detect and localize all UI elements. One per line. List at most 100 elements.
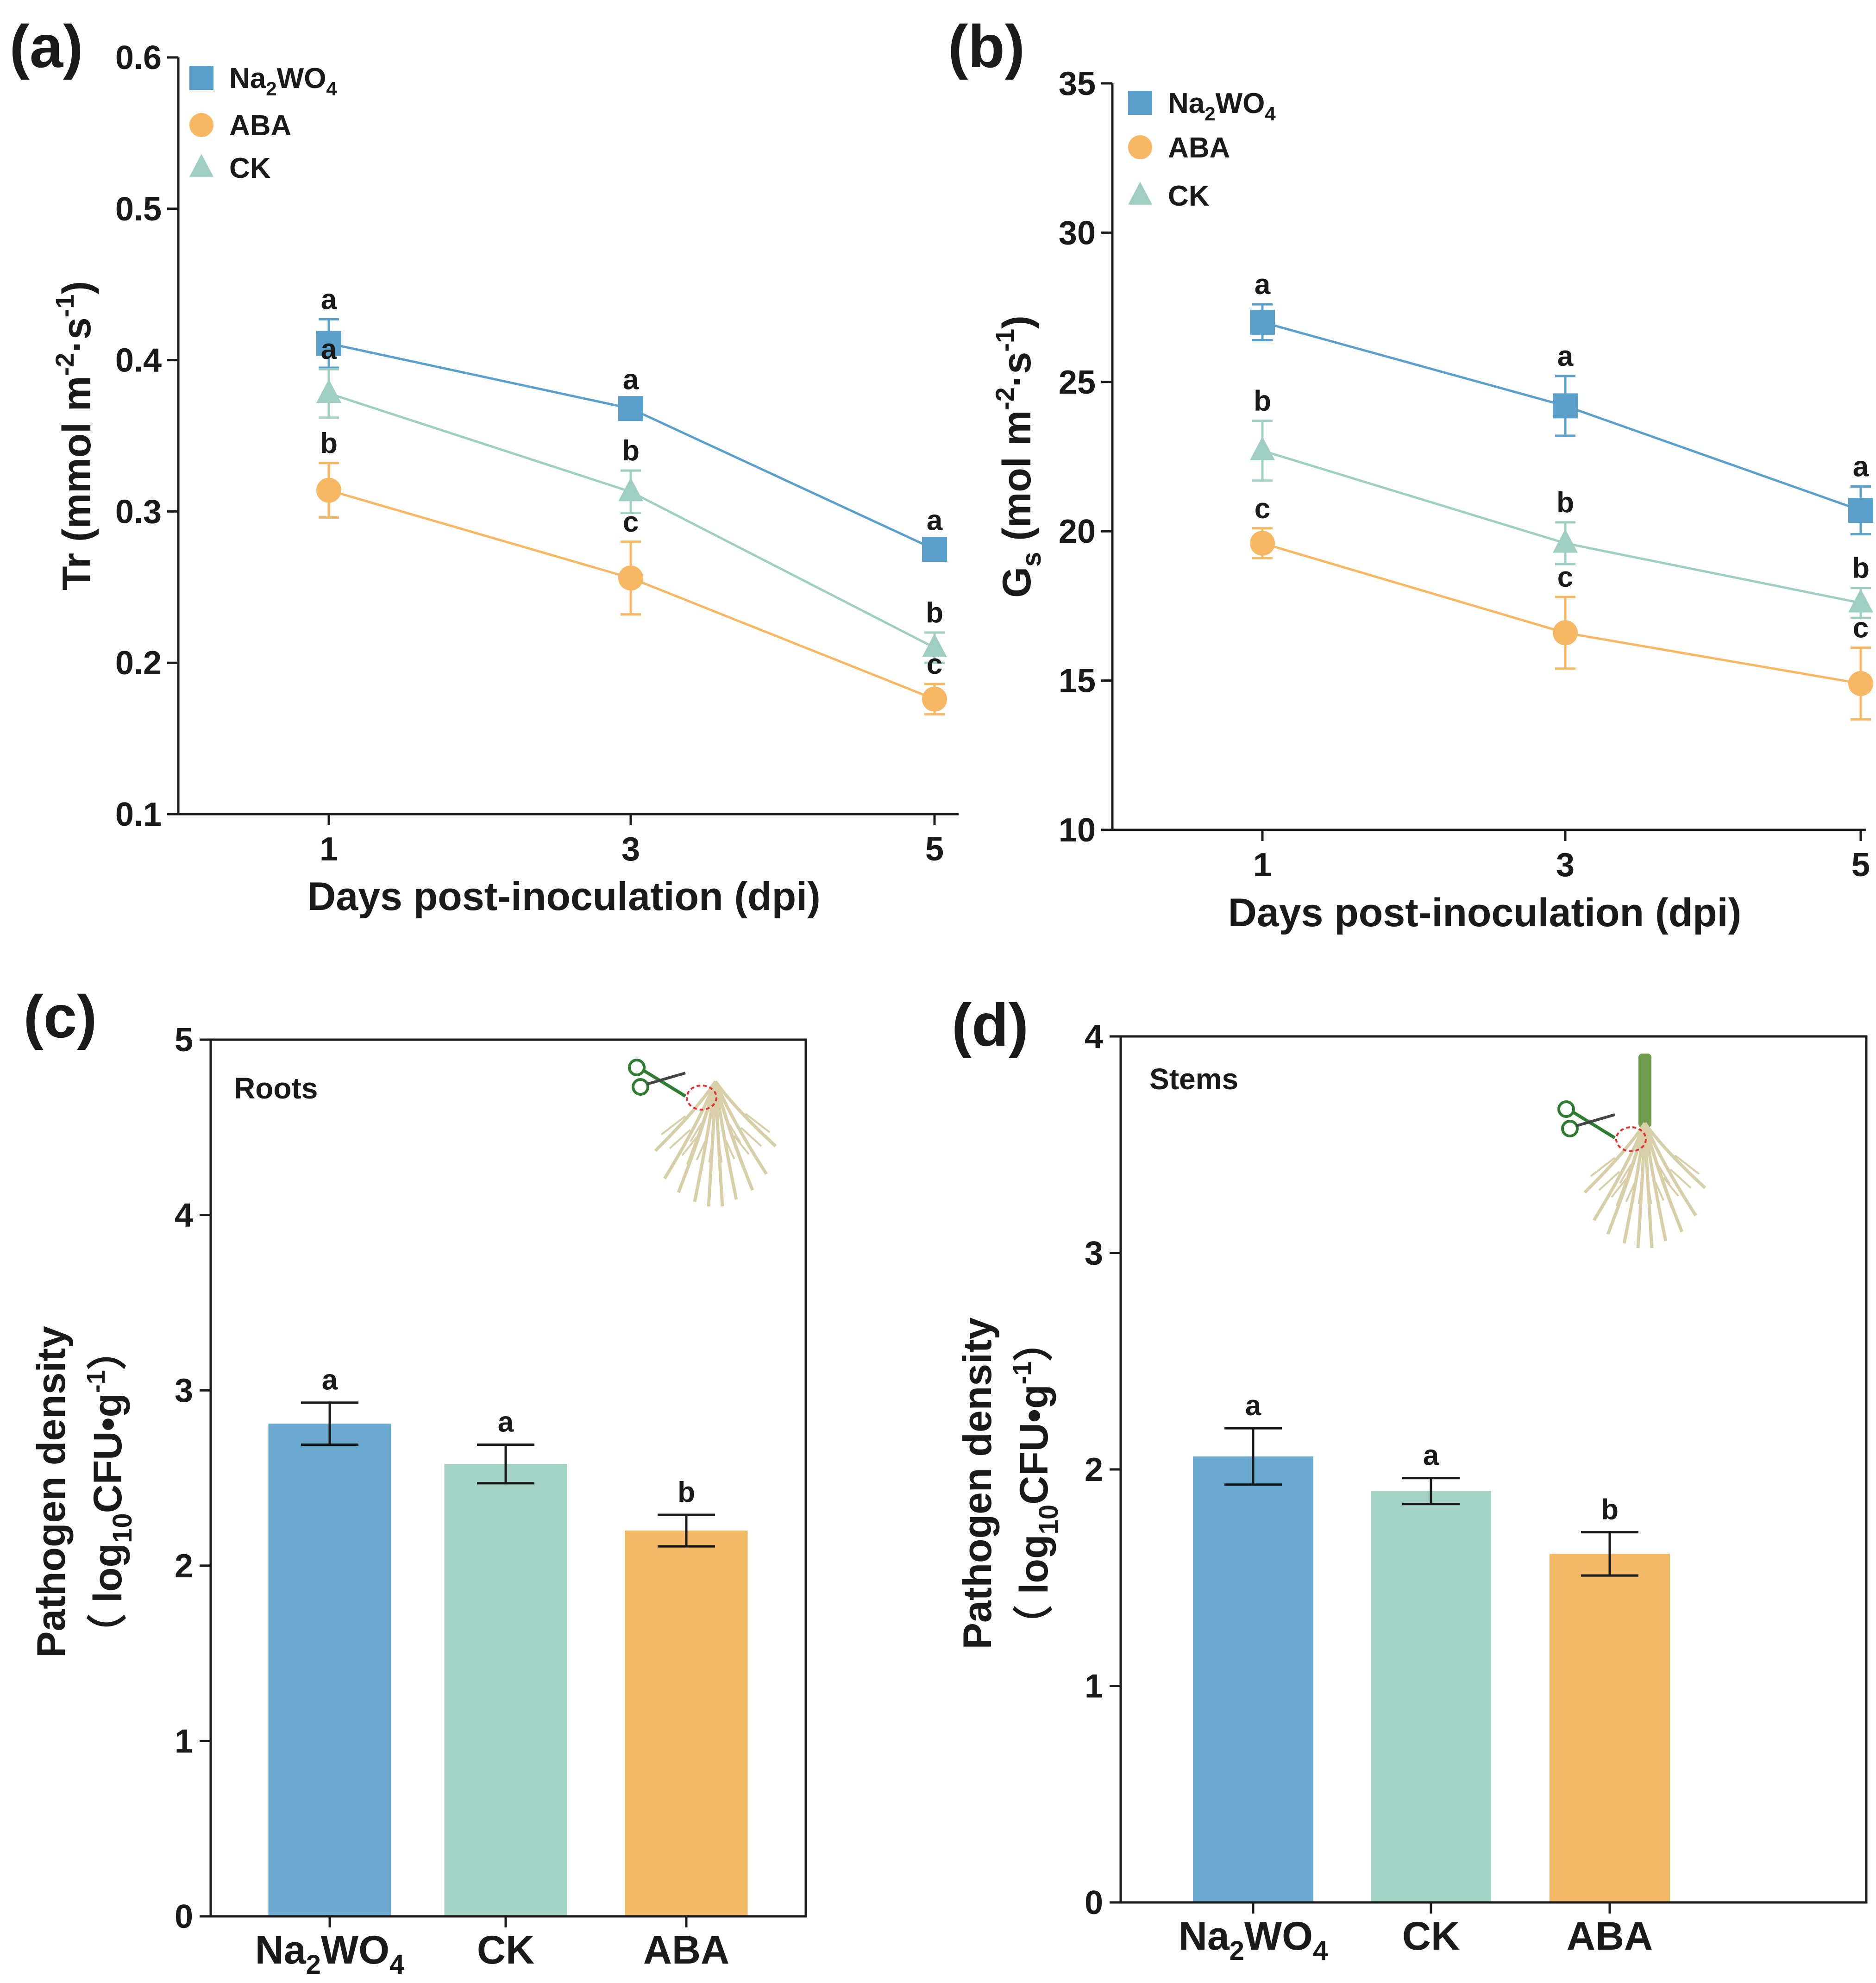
legend-label: CK	[229, 152, 271, 184]
cut-site-circle	[686, 1085, 717, 1111]
data-point	[922, 537, 947, 562]
bar	[1371, 1491, 1491, 1902]
y-axis-title-line2-c: （ log10CFU•g-1）	[81, 1330, 138, 1654]
significance-letter: b	[622, 435, 640, 467]
y-tick-label-b: 30	[1059, 214, 1096, 251]
y-tick-label-b: 25	[1059, 364, 1096, 401]
y-tick-label-d: 4	[1085, 1018, 1103, 1055]
significance-letter: b	[1852, 552, 1870, 584]
root-strand	[1643, 1123, 1675, 1210]
root-hair	[690, 1122, 703, 1142]
legend-label: Na2WO4	[229, 63, 337, 100]
data-point	[1250, 436, 1275, 460]
y-tick-label-b: 10	[1059, 812, 1096, 849]
root-hair	[1658, 1165, 1671, 1185]
data-point	[316, 331, 341, 356]
significance-letter: b	[320, 427, 338, 459]
significance-letter: a	[1557, 340, 1574, 372]
stem-shape	[1638, 1054, 1651, 1128]
y-tick-label-b: 15	[1059, 663, 1096, 700]
y-tick-label-b: 20	[1059, 513, 1096, 550]
root-hair	[1590, 1157, 1616, 1177]
significance-letter: a	[1423, 1440, 1439, 1472]
data-point	[618, 477, 643, 502]
x-tick-label-b: 3	[1556, 847, 1575, 884]
data-point	[1250, 309, 1275, 335]
y-tick-label-a: 0.1	[115, 796, 162, 833]
significance-letter: c	[623, 506, 639, 538]
y-tick-label-c: 2	[175, 1548, 193, 1585]
root-hair	[725, 1140, 735, 1160]
significance-letter: a	[623, 364, 639, 396]
data-point	[1848, 589, 1873, 613]
x-category-label: ABA	[643, 1928, 729, 1972]
series-b-Na2WO4: a a a	[1250, 269, 1873, 536]
root-hair	[1611, 1178, 1627, 1198]
y-axis-title-line2-d: （ log10CFU•g-1）	[1007, 1322, 1064, 1645]
significance-letter: b	[1601, 1494, 1619, 1526]
significance-letter: b	[926, 597, 943, 629]
legend-label: ABA	[1168, 132, 1230, 164]
significance-letter: a	[321, 333, 337, 365]
panel-c: (c) a a b 0 1 2 3 4 5 Na2WO4 CK ABA Roots Pathogen den…	[24, 983, 807, 1980]
panel-label-a: (a)	[10, 13, 83, 80]
series-b-ABA: c c c	[1250, 493, 1873, 721]
x-tick-label-a: 5	[925, 831, 944, 868]
scissors-icon	[632, 1078, 649, 1096]
y-tick-label-a: 0.3	[115, 493, 162, 530]
series-a-CK: a b b	[316, 333, 947, 664]
legend-marker	[1128, 135, 1152, 159]
legend-label: CK	[1168, 180, 1210, 212]
y-axis-title-line1-c: Pathogen density	[29, 1326, 74, 1658]
root-cutting-illustration	[628, 1059, 777, 1207]
y-tick-label-c: 5	[175, 1022, 193, 1059]
significance-letter: c	[1557, 561, 1573, 593]
scissors-icon	[1572, 1111, 1616, 1139]
y-tick-label-a: 0.4	[115, 342, 162, 379]
y-tick-label-a: 0.5	[115, 191, 162, 228]
root-hair	[1638, 1185, 1643, 1205]
significance-letter: a	[321, 283, 337, 315]
panel-label-c: (c)	[24, 983, 97, 1050]
y-tick-label-b: 35	[1059, 65, 1096, 102]
significance-letter: a	[1255, 269, 1271, 301]
x-category-label: Na2WO4	[1179, 1914, 1328, 1966]
y-tick-label-a: 0.2	[115, 645, 162, 682]
data-point	[316, 477, 341, 503]
significance-letter: c	[1255, 493, 1270, 525]
root-strand	[714, 1080, 768, 1175]
x-category-label: CK	[1402, 1914, 1460, 1958]
root-hair	[718, 1143, 723, 1163]
y-tick-label-c: 4	[175, 1197, 193, 1234]
cut-site-circle	[1615, 1126, 1647, 1152]
tissue-label-d: Stems	[1149, 1062, 1238, 1096]
root-strand	[1643, 1122, 1697, 1217]
y-tick-label-d: 3	[1085, 1235, 1103, 1272]
data-point	[1250, 530, 1275, 556]
legend-marker	[1128, 182, 1152, 205]
y-tick-label-c: 0	[175, 1898, 193, 1935]
significance-letter: a	[498, 1406, 514, 1438]
data-point	[1553, 529, 1578, 553]
legend-marker	[189, 113, 213, 137]
legend-label: ABA	[229, 110, 291, 142]
x-axis-title-b: Days post-inoculation (dpi)	[1228, 891, 1741, 935]
y-tick-label-d: 1	[1085, 1668, 1103, 1705]
data-point	[1553, 393, 1578, 419]
y-axis-title-line1-d: Pathogen density	[955, 1317, 1000, 1649]
root-hair	[1674, 1155, 1700, 1175]
x-axis-title-a: Days post-inoculation (dpi)	[307, 874, 820, 919]
root-hair	[1625, 1183, 1636, 1202]
significance-letter: c	[927, 648, 942, 680]
root-hair	[1647, 1185, 1652, 1205]
root-strand	[714, 1080, 777, 1148]
root-hair	[728, 1123, 741, 1143]
root-strand	[1615, 1123, 1647, 1207]
scissors-icon	[646, 1072, 686, 1086]
legend-marker	[1128, 91, 1152, 115]
bar	[444, 1464, 567, 1916]
root-hair	[1654, 1181, 1665, 1201]
data-point	[618, 396, 643, 421]
y-tick-label-d: 2	[1085, 1451, 1103, 1488]
